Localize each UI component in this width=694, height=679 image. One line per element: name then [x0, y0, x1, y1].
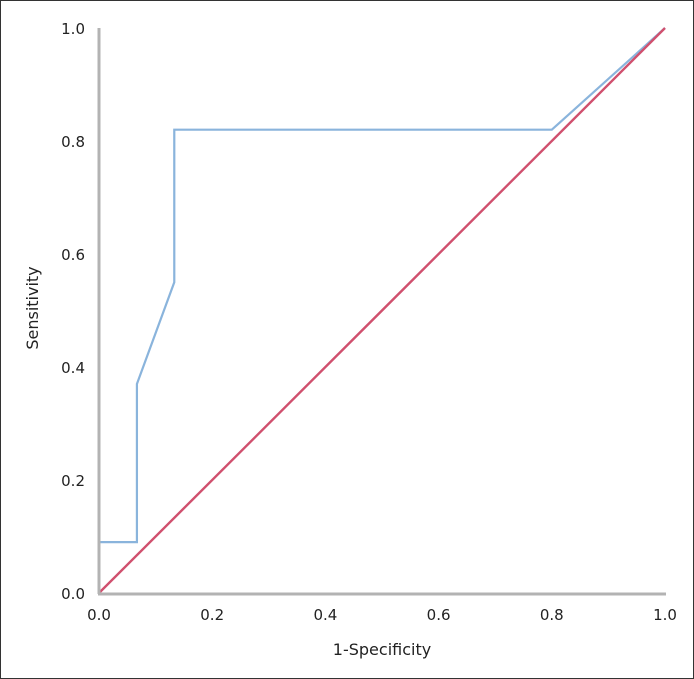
reference-line: [98, 27, 666, 594]
x-tick-label: 0.4: [313, 606, 337, 624]
x-tick-label: 0.0: [87, 606, 111, 624]
y-tick-label: 0.2: [61, 472, 85, 490]
x-axis-label: 1-Specificity: [333, 640, 431, 659]
x-tick-label: 0.8: [540, 606, 564, 624]
x-tick-label: 0.6: [427, 606, 451, 624]
y-tick-label: 1.0: [61, 20, 85, 38]
y-axis-label: Sensitivity: [23, 266, 42, 349]
x-tick-label: 0.2: [200, 606, 224, 624]
y-tick-label: 0.6: [61, 246, 85, 264]
y-tick-label: 0.0: [61, 585, 85, 603]
y-tick-label: 0.8: [61, 133, 85, 151]
y-tick-label: 0.4: [61, 359, 85, 377]
roc-curve-line: [97, 27, 666, 593]
x-tick-label: 1.0: [653, 606, 677, 624]
